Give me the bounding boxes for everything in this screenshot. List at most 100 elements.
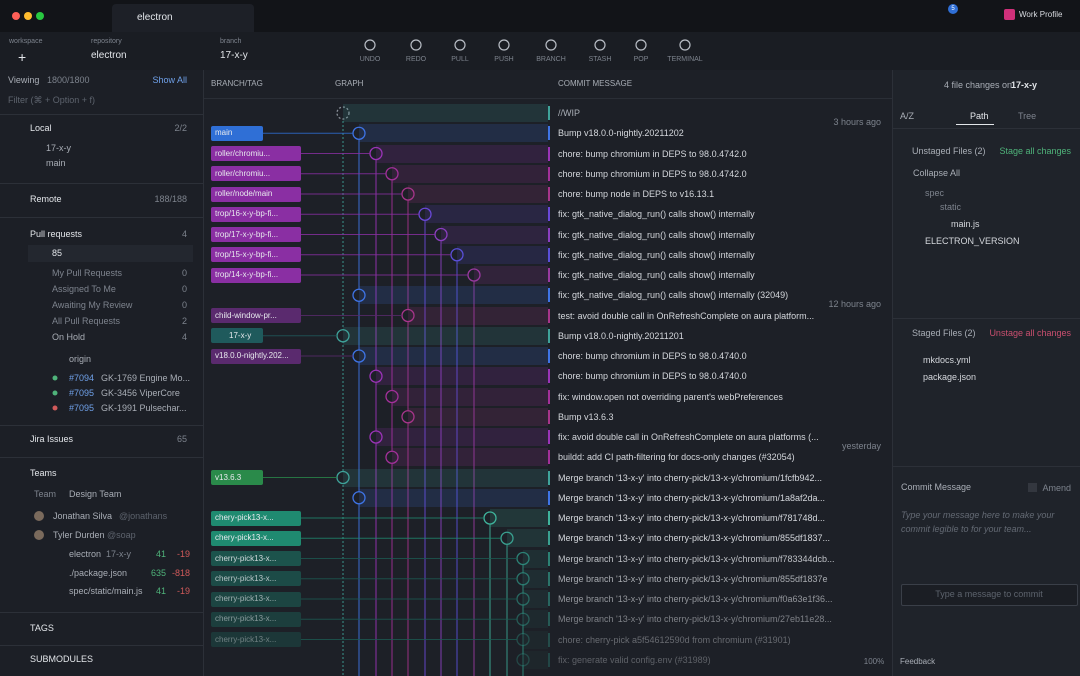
- branch-name[interactable]: 17-x-y: [229, 330, 252, 340]
- commit-message[interactable]: //WIP: [558, 108, 580, 118]
- commit-message[interactable]: Merge branch '13-x-y' into cherry-pick/1…: [558, 594, 833, 604]
- file-tree-item[interactable]: spec: [925, 188, 945, 198]
- sort-toggle[interactable]: A/Z: [900, 111, 915, 121]
- amend-label[interactable]: Amend: [1042, 483, 1071, 493]
- commit-message[interactable]: fix: avoid double call in OnRefreshCompl…: [558, 432, 819, 442]
- toolbar-action[interactable]: UNDO: [359, 56, 381, 63]
- profile-name[interactable]: Work Profile: [1019, 10, 1063, 19]
- tab-title[interactable]: electron: [137, 12, 173, 23]
- commit-message[interactable]: Merge branch '13-x-y' into cherry-pick/1…: [558, 492, 826, 503]
- local-branch[interactable]: 17-x-y: [46, 143, 72, 153]
- commit-message[interactable]: Merge branch '13-x-y' into cherry-pick/1…: [558, 472, 823, 483]
- branch-name[interactable]: chery-pick13-x...: [215, 533, 274, 543]
- toolbar-action[interactable]: REDO: [405, 56, 427, 63]
- commit-message[interactable]: chore: cherry-pick a5f54612590d from chr…: [558, 634, 791, 645]
- commit-message[interactable]: Bump v13.6.3: [558, 411, 614, 422]
- commit-message[interactable]: fix: gtk_native_dialog_run() calls show(…: [558, 270, 755, 280]
- branch-select[interactable]: 17-x-y: [220, 50, 248, 61]
- branch-name[interactable]: cherry-pick13-x...: [215, 553, 277, 563]
- pr-title[interactable]: GK-3456 ViperCore: [101, 388, 180, 398]
- branch-name[interactable]: chery-pick13-x...: [215, 513, 274, 522]
- section-title[interactable]: Remote: [30, 194, 62, 204]
- branch-name[interactable]: roller/chromiu...: [215, 168, 271, 178]
- commit-message[interactable]: fix: generate valid config.env (#31989): [558, 654, 711, 665]
- branch-name[interactable]: v13.6.3: [215, 472, 242, 482]
- repository-select[interactable]: electron: [91, 50, 127, 61]
- commit-message[interactable]: fix: gtk_native_dialog_run() calls show(…: [558, 249, 755, 260]
- local-branch[interactable]: main: [46, 158, 66, 168]
- commit-message[interactable]: chore: bump chromium in DEPS to 98.0.474…: [558, 371, 747, 382]
- toolbar-action[interactable]: BRANCH: [536, 56, 566, 63]
- workspace-add[interactable]: +: [18, 49, 27, 65]
- toolbar-action[interactable]: POP: [633, 56, 649, 63]
- branch-name[interactable]: roller/chromiu...: [215, 148, 271, 158]
- commit-message[interactable]: fix: gtk_native_dialog_run() calls show(…: [558, 290, 789, 301]
- pr-number[interactable]: #7094: [69, 373, 95, 383]
- collapse-all[interactable]: Collapse All: [913, 168, 961, 178]
- commit-message[interactable]: Merge branch '13-x-y' into cherry-pick/1…: [558, 573, 828, 584]
- commit-message[interactable]: chore: bump chromium in DEPS to 98.0.474…: [558, 351, 747, 361]
- pr-number[interactable]: #7095: [69, 388, 95, 398]
- pr-filter[interactable]: On Hold: [52, 332, 86, 342]
- pr-filter[interactable]: Awaiting My Review: [52, 300, 133, 310]
- stage-all[interactable]: Stage all changes: [999, 146, 1071, 156]
- commit-message[interactable]: chore: bump chromium in DEPS to 98.0.474…: [558, 168, 747, 179]
- commit-message[interactable]: buildd: add CI path-filtering for docs-o…: [558, 452, 795, 463]
- active-tab[interactable]: [112, 4, 254, 32]
- commit-message[interactable]: fix: window.open not overriding parent's…: [558, 391, 783, 402]
- toolbar-action[interactable]: STASH: [588, 56, 612, 63]
- branch-name[interactable]: trop/15-x-y-bp-fi...: [215, 249, 279, 259]
- team-select[interactable]: Design Team: [69, 489, 122, 499]
- branch-name[interactable]: cherry-pick13-x...: [215, 573, 277, 583]
- unstage-all[interactable]: Unstage all changes: [989, 328, 1071, 338]
- file-tree-item[interactable]: ELECTRON_VERSION: [925, 236, 1020, 246]
- file-tree-item[interactable]: main.js: [951, 219, 980, 229]
- show-all-link[interactable]: Show All: [152, 75, 187, 85]
- toolbar-action[interactable]: PULL: [451, 56, 469, 63]
- branch-name[interactable]: roller/node/main: [215, 189, 273, 198]
- filter-input[interactable]: Filter (⌘ + Option + f): [8, 95, 96, 105]
- branch-name[interactable]: v18.0.0-nightly.202...: [215, 351, 289, 360]
- pr-search[interactable]: 85: [52, 248, 63, 258]
- file-tree-item[interactable]: static: [940, 202, 962, 212]
- section-title[interactable]: Jira Issues: [30, 434, 74, 444]
- branch-name[interactable]: trop/14-x-y-bp-fi...: [215, 270, 279, 279]
- commit-message[interactable]: chore: bump chromium in DEPS to 98.0.474…: [558, 148, 747, 159]
- pr-title[interactable]: GK-1769 Engine Mo...: [101, 373, 191, 383]
- branch-name[interactable]: trop/17-x-y-bp-fi...: [215, 229, 279, 239]
- staged-file[interactable]: package.json: [923, 372, 977, 382]
- maximize-button[interactable]: [36, 12, 44, 20]
- close-button[interactable]: [12, 12, 20, 20]
- commit-message[interactable]: fix: gtk_native_dialog_run() calls show(…: [558, 229, 755, 240]
- toolbar-action[interactable]: PUSH: [494, 56, 514, 63]
- view-tab[interactable]: Path: [970, 111, 989, 121]
- branch-name[interactable]: cherry-pick13-x...: [215, 594, 277, 603]
- commit-message[interactable]: Merge branch '13-x-y' into cherry-pick/1…: [558, 553, 835, 564]
- commit-message[interactable]: Merge branch '13-x-y' into cherry-pick/1…: [558, 533, 831, 544]
- pr-filter[interactable]: Assigned To Me: [52, 284, 116, 294]
- branch-name[interactable]: cherry-pick13-x...: [215, 634, 277, 644]
- branch-name[interactable]: main: [215, 128, 233, 138]
- commit-message[interactable]: Bump v18.0.0-nightly.20211201: [558, 330, 684, 341]
- pr-number[interactable]: #7095: [69, 403, 95, 413]
- commit-message[interactable]: test: avoid double call in OnRefreshComp…: [558, 310, 815, 321]
- view-tab[interactable]: Tree: [1018, 111, 1037, 121]
- branch-name[interactable]: trop/16-x-y-bp-fi...: [215, 209, 279, 219]
- pr-filter[interactable]: All Pull Requests: [52, 316, 121, 326]
- branch-name[interactable]: child-window-pr...: [215, 310, 277, 320]
- commit-message[interactable]: Merge branch '13-x-y' into cherry-pick/1…: [558, 614, 832, 625]
- pr-filter[interactable]: My Pull Requests: [52, 268, 123, 278]
- pr-title[interactable]: GK-1991 Pulsechar...: [101, 403, 187, 413]
- commit-message[interactable]: chore: bump node in DEPS to v16.13.1: [558, 189, 715, 199]
- section-title[interactable]: SUBMODULES: [30, 654, 94, 664]
- section-title[interactable]: Pull requests: [30, 229, 83, 239]
- profile-icon[interactable]: [1004, 9, 1015, 20]
- commit-message[interactable]: Merge branch '13-x-y' into cherry-pick/1…: [558, 513, 826, 523]
- commit-message[interactable]: fix: gtk_native_dialog_run() calls show(…: [558, 209, 755, 220]
- staged-file[interactable]: mkdocs.yml: [923, 355, 971, 365]
- commit-input[interactable]: [901, 584, 1078, 606]
- feedback-button[interactable]: Feedback: [900, 657, 936, 666]
- commit-message[interactable]: Bump v18.0.0-nightly.20211202: [558, 128, 684, 139]
- toolbar-action[interactable]: TERMINAL: [667, 56, 703, 63]
- section-title[interactable]: Local: [30, 123, 52, 133]
